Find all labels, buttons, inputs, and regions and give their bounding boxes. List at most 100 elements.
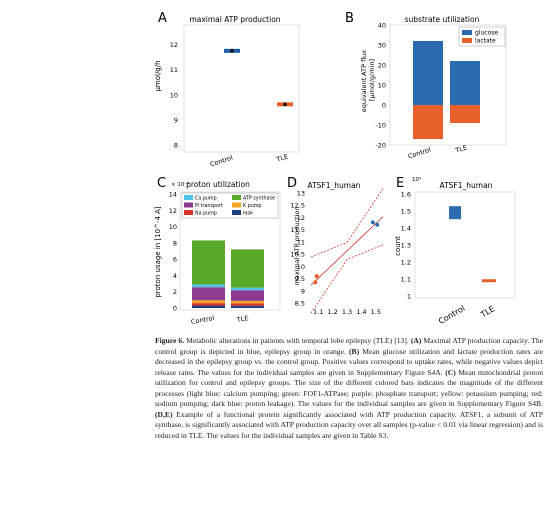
panel-c-ytick-label: 8 [173,239,177,247]
panel-c-bar-segment [192,305,225,308]
panel-b-bar-lactate [413,105,443,139]
panel-d-fit-line [310,216,384,286]
panel-a: A maximal ATP production μmol/g/h 8 9 10 11… [154,11,300,169]
panel-d-ytick-label: 13 [297,190,305,198]
panel-e-yticks: 1 1.1 1.2 1.3 1.4 1.5 1.6 [401,191,411,301]
panel-d-ytick-label: 10.5 [291,251,305,259]
caption-text-3: Mean glucose utilization and lactate pro… [155,346,543,377]
panel-d-ytick-label: 9 [301,287,305,295]
caption-label-a: (A) [410,336,422,345]
panel-d-ytick-label: 10 [297,263,305,271]
panel-a-xtick-control: Control [209,154,234,169]
panel-b-bar-lactate [450,105,480,123]
panel-a-ytick-label: 10 [170,91,178,99]
panel-e-frame [414,191,516,299]
caption-label-c: (C) [445,367,456,377]
panel-c-bars [192,240,264,308]
figure-caption: Figure 6. Metabolic alterations in patie… [155,336,543,441]
panel-d-ci-upper [310,188,384,258]
panel-letter-b: B [345,11,354,26]
caption-text-2: Maximal ATP production capacity. The con… [155,336,544,356]
panel-d-xtick-label: 1.2 [327,308,337,316]
panel-c-bar-segment [192,240,225,285]
panel-b-xtick-tle: TLE [454,143,469,155]
caption-text-1: Metabolic alterations in patients with t… [184,336,411,345]
panel-c-ytick-label: 4 [173,272,177,280]
panel-c-bar-segment [231,287,264,291]
panel-c-ylabel: proton usage in [10^-4 A] [154,206,162,298]
panel-a-marks [224,48,293,107]
panel-c-ytick-label: 6 [173,256,177,264]
panel-c-frame [179,191,281,311]
panel-c-bar-segment [231,290,264,301]
panel-c-legend-swatch [232,210,241,215]
panel-b-ytick-label: 30 [378,42,386,50]
caption-label-de: (D,E) [155,409,173,419]
panel-c-legend-label: Na pump [195,211,217,217]
panel-b-ytick-label: 0 [382,102,386,110]
panel-b-bar-glucose [450,61,480,105]
panel-e-ytick-label: 1.1 [401,276,411,284]
panel-c-legend-swatch [184,195,193,200]
panel-c-yticks: 0 2 4 6 8 10 12 14 [169,191,177,313]
panel-c-title: proton utilization [186,180,250,189]
panel-c-xtick-control: Control [190,314,215,326]
panel-d: D ATSF1_human maximal ATP production 8.5… [287,176,384,316]
panel-c-legend-label: leak [243,211,253,217]
panel-b-xtick-control: Control [407,146,432,161]
panel-d-xtick-label: 1.1 [313,308,323,316]
figure-panels: A maximal ATP production μmol/g/h 8 9 10 11… [154,11,516,326]
panel-c-ytick-label: 0 [173,305,177,313]
panel-e-xtick-tle: TLE [478,304,496,319]
panel-d-point [314,274,319,279]
panel-c-legend-swatch [184,202,193,208]
panel-c-legend-swatch [232,195,241,200]
panel-d-yticks: 8.5 9 9.5 10 10.5 11 11.5 12 12.5 13 [291,190,305,308]
panel-d-ytick-label: 11.5 [291,226,305,234]
panel-d-ytick-label: 12 [297,214,305,222]
panel-d-point [375,222,380,227]
caption-text-4: Mean mitochondrial proton utilization fo… [155,367,543,409]
panel-b-ylabel-line1: equivalent ATP flux [360,50,368,113]
panel-c-legend-label: Pi transport [195,203,223,209]
panel-c-bar-segment [231,305,264,308]
panel-c-xtick-tle: TLE [235,314,249,324]
panel-e-title: ATSF1_human [440,181,493,190]
panel-c-bar-segment [192,300,225,304]
panel-a-ytick-label: 9 [174,116,178,124]
panel-b-title: substrate utilization [405,15,480,24]
panel-c-legend-box [181,192,279,219]
panel-e-xtick-control: Control [437,304,467,326]
panel-c-bar-segment [192,287,225,301]
panel-e-ytick-label: 1.5 [401,208,411,216]
panel-d-ylabel: maximal ATP production [293,207,301,286]
panel-c-bar-segment [192,284,225,288]
panel-e-marks [449,206,496,283]
panel-b-ytick-label: 10 [378,82,386,90]
panel-b-yticks: -20 -10 0 10 20 30 40 [375,22,386,150]
panel-c-legend-label: Ca pump [195,196,217,202]
panel-b-bar-glucose [413,41,443,105]
panel-a-mean-point [283,102,287,107]
panel-e-exponent: 10⁴ [412,176,422,183]
panel-a-ylabel: μmol/g/h [154,60,162,91]
panel-c-ytick-label: 12 [169,207,177,215]
panel-a-xtick-tle: TLE [275,152,290,164]
panel-b-legend-swatch [462,38,472,43]
panel-b-bars [413,41,480,139]
panel-d-point [313,280,318,285]
panel-b-legend-label: glucose [475,30,498,37]
panel-b-ytick-label: -10 [375,122,386,130]
panel-a-ytick-label: 8 [174,141,178,149]
panel-d-xtick-label: 1.3 [342,308,352,316]
panel-letter-a: A [158,11,167,26]
panel-c-legend-label: ATP synthase [243,196,275,202]
panel-d-point [370,220,375,225]
panel-letter-c: C [157,176,166,191]
panel-a-mean-point [230,49,234,53]
panel-d-ci-lower [310,244,384,314]
panel-c-legend-label: K pump [243,203,261,209]
panel-c-legend-swatch [184,210,193,215]
panel-a-title: maximal ATP production [189,15,280,24]
